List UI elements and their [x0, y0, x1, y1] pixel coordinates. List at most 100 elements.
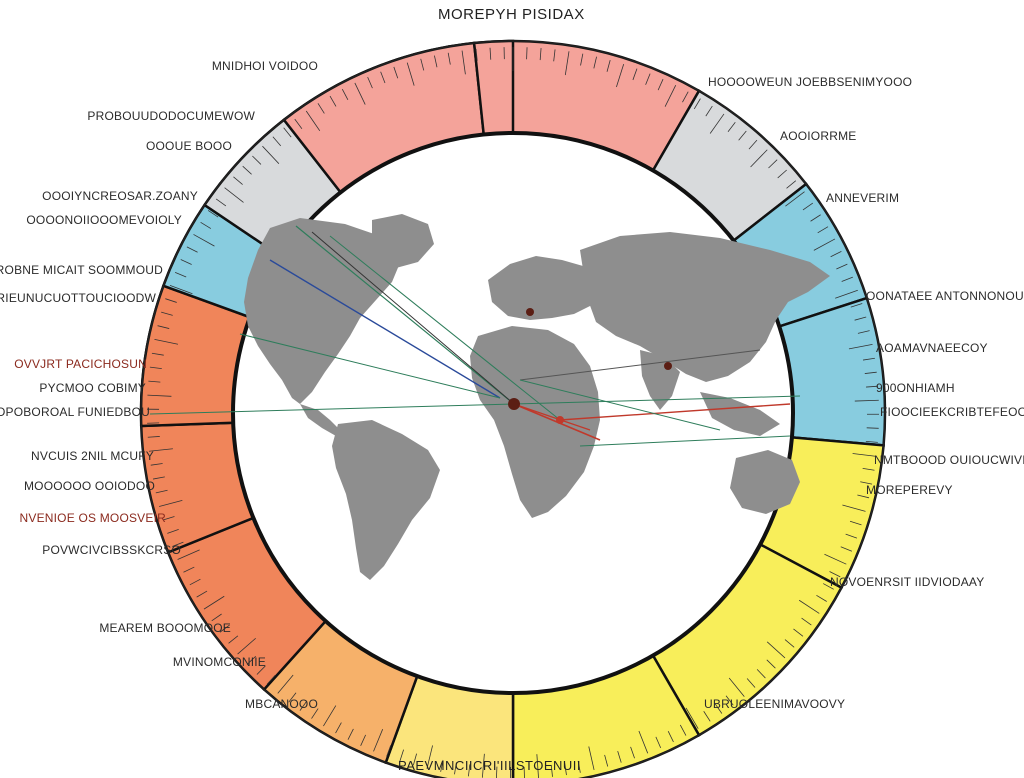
ring-tick: [860, 481, 873, 485]
left-label: POVWCIVCIBSSKCRSO: [42, 543, 181, 557]
ring-tick: [335, 722, 342, 734]
ring-tick: [564, 763, 567, 776]
ring-tick: [802, 202, 814, 211]
ring-tick: [180, 259, 192, 265]
ring-tick: [219, 624, 230, 633]
ring-tick: [294, 118, 303, 130]
ring-tick: [341, 89, 349, 101]
ring-tick: [777, 169, 787, 179]
ring-tick: [489, 47, 492, 60]
ring-tick: [288, 692, 297, 703]
ring-tick: [277, 674, 294, 694]
ring-tick: [703, 711, 711, 722]
ring-tick: [186, 246, 198, 253]
ring-tick: [203, 595, 225, 610]
right-label: HOOOOWEUN JOEBBSENIMYOOO: [708, 75, 913, 89]
ring-tick: [766, 659, 776, 669]
ring-tick: [616, 64, 625, 88]
ring-tick: [386, 745, 392, 757]
right-label: NOVOENRSIT IIDVIODAAY: [830, 575, 985, 589]
southeast-asia-islands: [700, 392, 780, 436]
ring-tick: [836, 263, 848, 270]
ring-tick: [266, 674, 276, 685]
left-label: NVCUIS 2NIL MCUFY: [31, 449, 154, 463]
connection-line: [559, 403, 791, 421]
ring-tick: [766, 641, 786, 659]
diagram-footer: PAEVMNCIICRI'IILSTOENUII: [398, 758, 582, 773]
ring-tick: [224, 187, 244, 203]
hub-marker: [508, 398, 520, 410]
ring-tick: [835, 289, 858, 299]
left-label: OOOONOIIOOOMEVOIOLY: [26, 213, 182, 227]
ring-tick: [155, 489, 168, 494]
ring-tick: [360, 734, 367, 746]
left-label: PYCMOO COBIMY: [39, 381, 146, 395]
ring-tick-marks: [147, 47, 879, 778]
ring-tick: [667, 730, 674, 743]
ring-tick: [454, 762, 457, 775]
ring-tick: [793, 628, 804, 637]
ring-tick: [283, 127, 292, 138]
ring-tick: [193, 234, 215, 247]
ring-tick: [481, 753, 485, 778]
ring-tick: [151, 352, 164, 356]
ring-tick: [829, 571, 841, 578]
ring-tick: [262, 145, 280, 164]
ring-tick: [785, 191, 805, 207]
left-label: OVVJRT PACICHOSUN: [14, 357, 147, 371]
ring-tick: [305, 110, 321, 132]
ring-tick: [536, 754, 539, 778]
ring-tick: [748, 139, 758, 150]
ring-tick: [215, 198, 227, 207]
left-label: MVINOMCONIIE: [172, 655, 266, 669]
left-label: FROBNE MICAIT SOOMMOUD: [0, 263, 163, 277]
ring-tick: [850, 303, 863, 308]
ring-tick: [727, 122, 736, 133]
ring-tick: [148, 380, 161, 383]
ring-tick: [147, 436, 160, 438]
ring-tick: [475, 48, 478, 61]
connection-line: [519, 349, 761, 381]
left-label: MBCANOOO: [245, 697, 318, 711]
connection-lines: [149, 225, 801, 447]
ring-tick: [440, 759, 444, 772]
ring-tick: [461, 50, 466, 75]
ring-outline: [140, 40, 886, 778]
left-label: OOOUE BOOO: [145, 139, 232, 153]
ring-tick: [655, 736, 662, 749]
ring-tick: [862, 467, 875, 471]
right-label: UBRUOLEENIMAVOOVY: [704, 697, 846, 711]
ring-tick: [738, 130, 747, 141]
ring-tick: [714, 703, 723, 714]
ring-tick: [604, 754, 609, 767]
connection-line: [295, 225, 515, 405]
ring-tick: [866, 427, 879, 429]
ring-tick: [256, 665, 266, 675]
asia-landmass: [580, 232, 830, 382]
ring-tick: [167, 529, 179, 534]
ring-tick: [786, 180, 797, 189]
ring-tick: [311, 708, 319, 719]
right-label: ANNEVERIM: [826, 191, 900, 205]
left-label: OOOIYNCREOSAR.ZOANY: [42, 189, 198, 203]
ring-tick: [420, 58, 425, 71]
ring-tick: [693, 98, 701, 110]
ring-tick: [242, 165, 252, 175]
connection-line: [513, 403, 591, 431]
australia-landmass: [730, 450, 800, 514]
ring-tick: [200, 221, 212, 229]
hub-marker: [664, 362, 672, 370]
ring-tick: [685, 707, 699, 729]
right-label: 900ONHIAMH: [876, 381, 955, 395]
ring-tick: [161, 311, 173, 316]
ring-tick: [252, 155, 262, 165]
connection-line: [239, 333, 501, 399]
ring-tick: [657, 79, 664, 91]
ring-tick: [152, 476, 165, 480]
ring-tick: [588, 746, 595, 770]
ring-tick: [866, 385, 879, 388]
ring-tick: [840, 546, 853, 552]
right-label: FIOOCIEEKCRIBTEFEOOR: [880, 405, 1024, 419]
ring-tick: [539, 48, 542, 61]
